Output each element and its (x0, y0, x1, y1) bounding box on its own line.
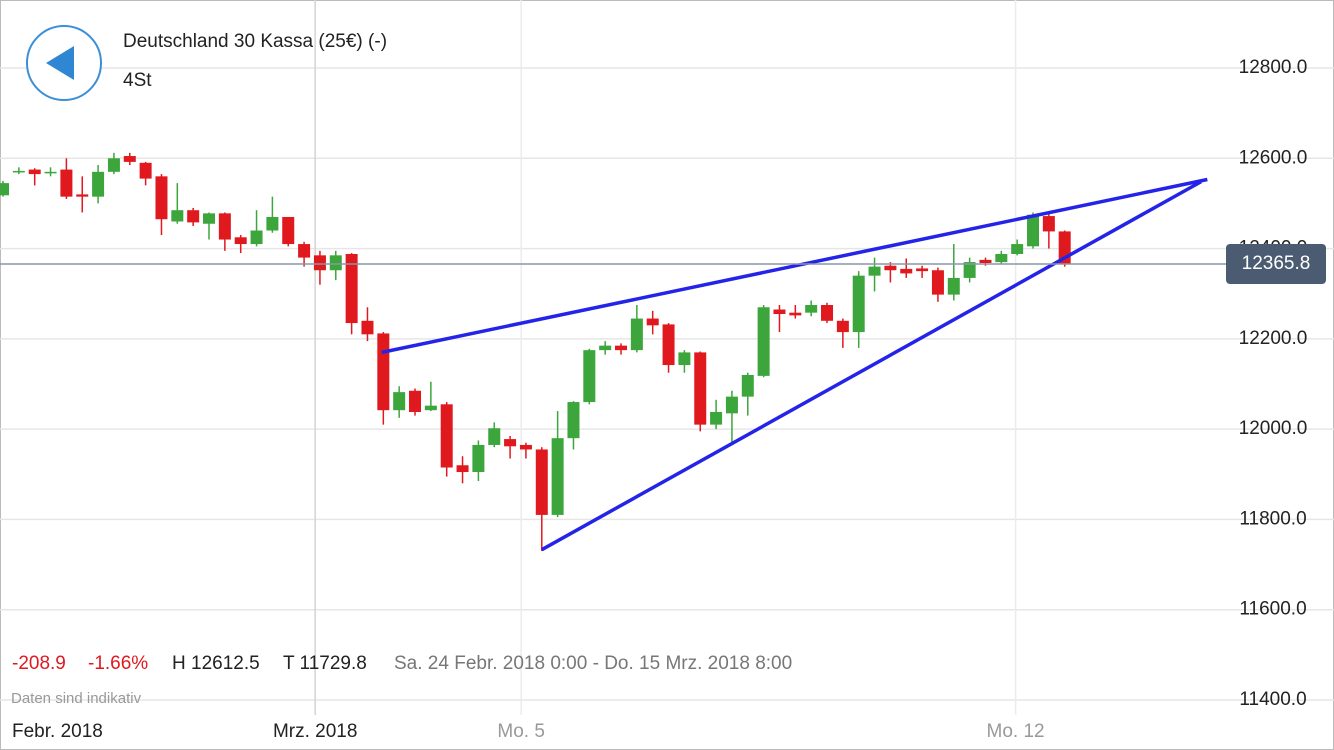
candle-body (852, 275, 865, 333)
candle-body (599, 345, 612, 351)
candle-body (678, 352, 691, 366)
candle-body (187, 210, 200, 223)
candle-body (535, 449, 548, 515)
back-icon (46, 46, 74, 80)
x-tick-label: Mo. 12 (987, 721, 1045, 742)
candle-body (28, 169, 41, 175)
x-tick-label: Mrz. 2018 (273, 721, 357, 742)
y-tick-label: 12200.0 (1239, 328, 1308, 349)
candle-body (916, 268, 929, 272)
y-tick-label: 12000.0 (1239, 418, 1308, 439)
y-tick-label: 11800.0 (1239, 508, 1306, 529)
candle-body (361, 320, 374, 335)
candle-body (0, 183, 10, 196)
x-tick-label: Mo. 5 (497, 721, 545, 742)
candle-body (456, 465, 469, 473)
candle-body (12, 170, 25, 173)
candle-body (76, 194, 89, 197)
y-tick-label: 12800.0 (1239, 57, 1308, 78)
candle-body (504, 439, 517, 447)
candle-body (313, 255, 326, 271)
trend-line (381, 177, 1208, 355)
candle-body (472, 444, 485, 473)
range: Sa. 24 Febr. 2018 0:00 - Do. 15 Mrz. 201… (394, 653, 792, 674)
candle-body (773, 309, 786, 315)
y-tick-label: 11400.0 (1239, 689, 1306, 710)
candle-body (583, 350, 596, 403)
candle-body (947, 277, 960, 295)
candle-body (519, 444, 532, 450)
candle-body (234, 237, 247, 245)
candle-body (203, 213, 216, 224)
candle-body (60, 169, 73, 197)
low: T 11729.8 (283, 653, 367, 674)
candle-body (266, 216, 279, 231)
candle-body (1027, 214, 1040, 247)
price-box (1226, 244, 1326, 285)
candle-body (298, 244, 311, 258)
high: H 12612.5 (172, 653, 260, 674)
candle-body (440, 404, 453, 468)
candle-body (551, 438, 564, 515)
y-tick-label: 12600.0 (1239, 147, 1308, 168)
candle-body (836, 320, 849, 333)
candle-body (630, 318, 643, 351)
candle-body (377, 333, 390, 411)
candle-body (694, 352, 707, 425)
candle-body (710, 411, 723, 425)
marks (0, 152, 1071, 552)
candle-body (139, 162, 152, 179)
candle-body (615, 345, 628, 351)
candle-body (884, 265, 897, 271)
candle-body (92, 171, 105, 197)
candle-body (329, 255, 342, 271)
candle-body (345, 253, 358, 324)
candle-body (979, 259, 992, 264)
candle-body (155, 176, 168, 220)
overlay: 12365.8 (0, 177, 1326, 552)
candle-body (44, 171, 57, 174)
trend-line (540, 180, 1202, 552)
candle-body (123, 156, 136, 162)
title: Deutschland 30 Kassa (25€) (-) (123, 31, 387, 52)
candle-body (662, 324, 675, 366)
candle-body (409, 390, 422, 412)
candle-body (282, 216, 295, 245)
change: -208.9 (12, 653, 66, 674)
candle-body (171, 210, 184, 222)
price-label: 12365.8 (1242, 253, 1311, 274)
candle-body (900, 268, 913, 274)
candle-body (488, 428, 501, 445)
candle-body (218, 213, 231, 240)
note: Daten sind indikativ (11, 690, 142, 707)
candle-body (995, 253, 1008, 263)
candle-body (107, 158, 120, 172)
candle-body (393, 392, 406, 411)
candle-body (250, 230, 263, 245)
candle-body (931, 270, 944, 295)
interval: 4St (123, 70, 152, 91)
candle-body (741, 374, 754, 397)
candle-body (821, 305, 834, 321)
candle-body (805, 305, 818, 313)
change-pct: -1.66% (88, 653, 148, 674)
candle-body (1042, 216, 1055, 232)
x-tick-box (259, 716, 372, 747)
candle-body (1011, 244, 1024, 254)
y-tick-label: 11600.0 (1239, 599, 1306, 620)
candle-body (646, 318, 659, 326)
candle-body (567, 402, 580, 439)
x-tick-box (4, 716, 116, 747)
candle-body (789, 312, 802, 316)
candle-body (963, 262, 976, 278)
candle-body (757, 307, 770, 376)
candle-body (868, 266, 881, 276)
x-tick-label: Febr. 2018 (12, 721, 103, 742)
candle-body (725, 396, 738, 414)
candle-body (424, 405, 437, 411)
